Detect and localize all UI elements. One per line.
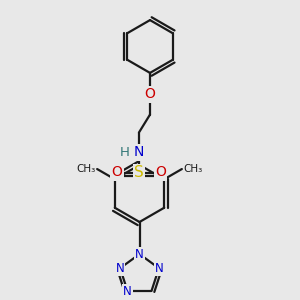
Text: CH₃: CH₃ — [183, 164, 202, 174]
Text: N: N — [154, 262, 163, 275]
Text: CH₃: CH₃ — [76, 164, 96, 174]
Text: N: N — [116, 262, 124, 275]
Text: H: H — [120, 146, 129, 159]
Text: O: O — [112, 166, 122, 179]
Text: S: S — [134, 165, 144, 180]
Text: N: N — [134, 146, 144, 159]
Text: N: N — [123, 284, 132, 298]
Text: O: O — [145, 88, 155, 101]
Text: N: N — [135, 248, 144, 261]
Text: O: O — [155, 166, 166, 179]
